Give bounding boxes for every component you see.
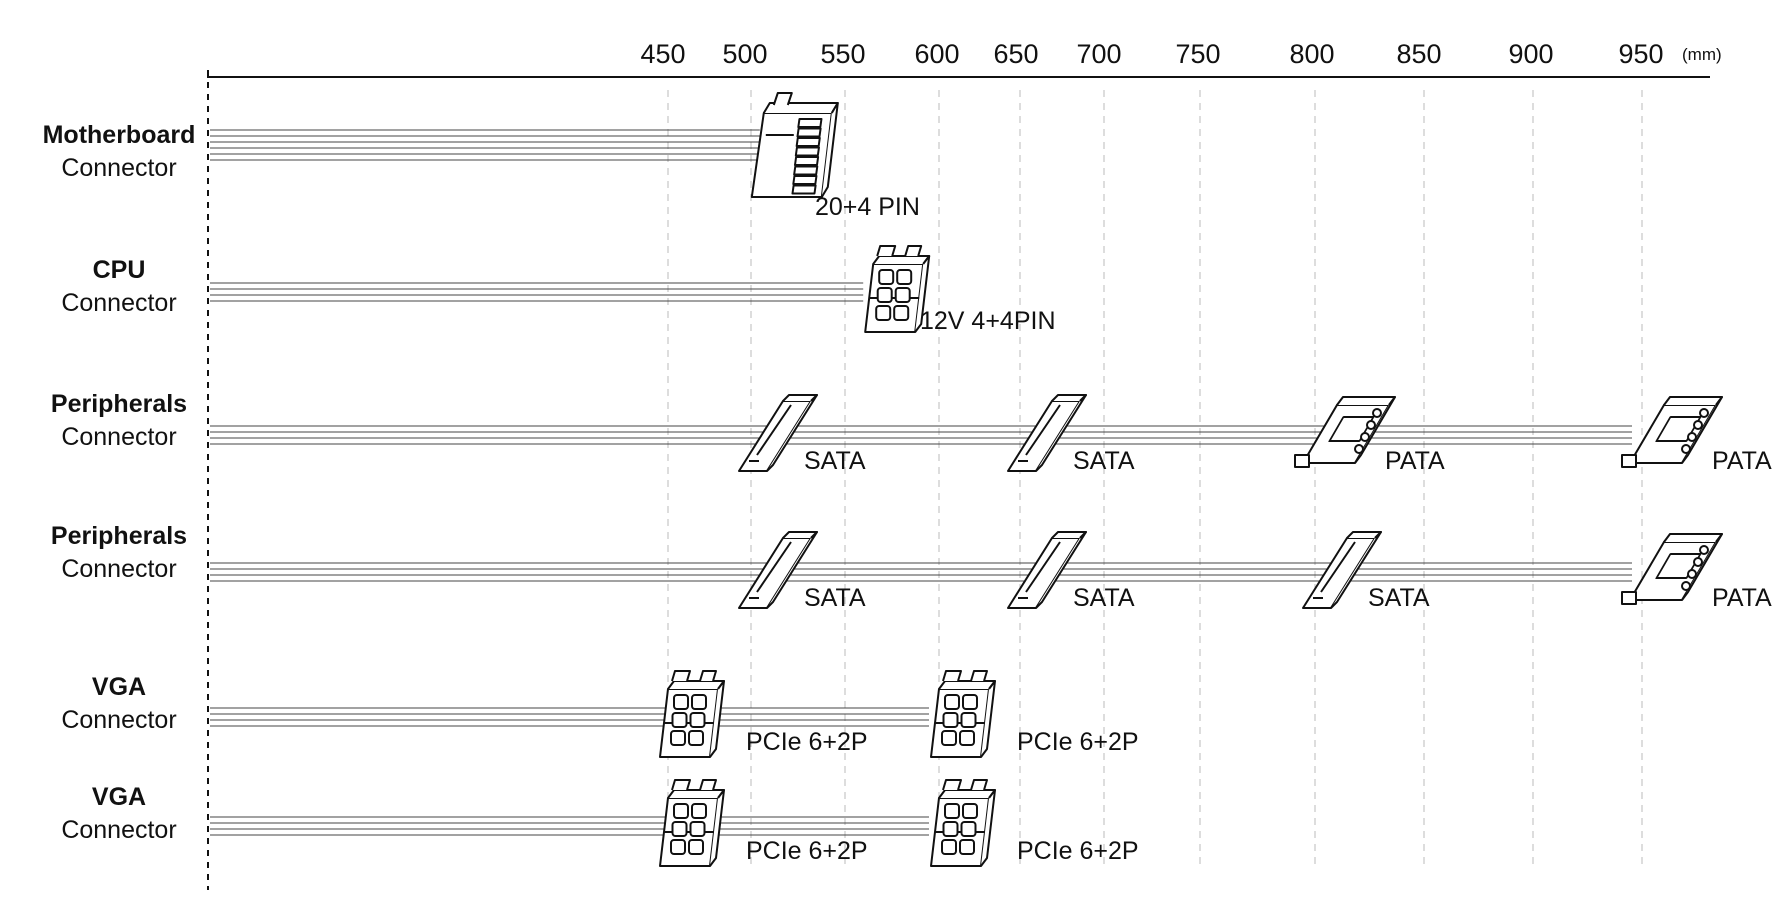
- tick-label: 850: [1396, 39, 1441, 69]
- row-subtitle: Connector: [61, 816, 176, 844]
- cable-rows: Motherboard Connector 20+4 PIN CPU Connector…: [43, 92, 1772, 867]
- pcie-connector-icon: [659, 779, 725, 867]
- tick-label: 950: [1618, 39, 1663, 69]
- connector-label: PCIe 6+2P: [746, 837, 868, 865]
- pata-connector-icon: [1621, 533, 1723, 605]
- sata-connector-icon: [738, 394, 818, 472]
- sata-connector-icon: [1007, 394, 1087, 472]
- cable-row: CPU Connector 12V 4+4PIN: [61, 245, 1056, 335]
- sata-connector-icon: [1007, 531, 1087, 609]
- connector-label: PCIe 6+2P: [1017, 728, 1139, 756]
- sata-connector-icon: [738, 531, 818, 609]
- row-title: VGA: [92, 673, 146, 701]
- row-title: Peripherals: [51, 522, 187, 550]
- row-title: Peripherals: [51, 390, 187, 418]
- row-subtitle: Connector: [61, 289, 176, 317]
- cable-row: VGA Connector PCIe 6+2P PCIe 6+2P: [61, 670, 1139, 758]
- row-subtitle: Connector: [61, 555, 176, 583]
- connector-label: SATA: [1368, 584, 1430, 612]
- cable-row: Peripherals Connector SATA SATA SATA PATA: [51, 522, 1772, 612]
- pcie-connector-icon: [659, 670, 725, 758]
- connector-label: PCIe 6+2P: [1017, 837, 1139, 865]
- row-title: VGA: [92, 783, 146, 811]
- pcie-connector-icon: [930, 779, 996, 867]
- length-axis: 450 500 550 600 650 700 750 800 850 900 950 (mm): [207, 39, 1722, 890]
- sata-connector-icon: [1302, 531, 1382, 609]
- tick-label: 900: [1508, 39, 1553, 69]
- grid-lines: [667, 90, 1643, 870]
- connector-label: 20+4 PIN: [815, 193, 920, 221]
- cable-row: VGA Connector PCIe 6+2P PCIe 6+2P: [61, 779, 1139, 867]
- tick-label: 550: [820, 39, 865, 69]
- connector-label: PATA: [1385, 447, 1445, 475]
- pata-connector-icon: [1294, 396, 1396, 468]
- tick-label: 600: [914, 39, 959, 69]
- row-subtitle: Connector: [61, 154, 176, 182]
- connector-label: SATA: [804, 584, 866, 612]
- row-title: CPU: [93, 256, 146, 284]
- tick-label: 750: [1175, 39, 1220, 69]
- cable-row: Motherboard Connector 20+4 PIN: [43, 92, 920, 221]
- row-subtitle: Connector: [61, 423, 176, 451]
- atx-connector-icon: [750, 92, 839, 198]
- tick-label: 500: [722, 39, 767, 69]
- tick-label: 650: [993, 39, 1038, 69]
- connector-label: PCIe 6+2P: [746, 728, 868, 756]
- row-subtitle: Connector: [61, 706, 176, 734]
- connector-label: SATA: [1073, 447, 1135, 475]
- eps-connector-icon: [864, 245, 931, 333]
- cable-row: Peripherals Connector SATA SATA PATA PATA: [51, 390, 1772, 475]
- row-title: Motherboard: [43, 121, 196, 149]
- connector-label: SATA: [804, 447, 866, 475]
- tick-label: 700: [1076, 39, 1121, 69]
- tick-label: 450: [640, 39, 685, 69]
- connector-label: SATA: [1073, 584, 1135, 612]
- pata-connector-icon: [1621, 396, 1723, 468]
- tick-label: 800: [1289, 39, 1334, 69]
- pcie-connector-icon: [930, 670, 996, 758]
- connector-label: PATA: [1712, 584, 1772, 612]
- connector-label: 12V 4+4PIN: [920, 307, 1056, 335]
- connector-label: PATA: [1712, 447, 1772, 475]
- axis-unit: (mm): [1682, 45, 1722, 64]
